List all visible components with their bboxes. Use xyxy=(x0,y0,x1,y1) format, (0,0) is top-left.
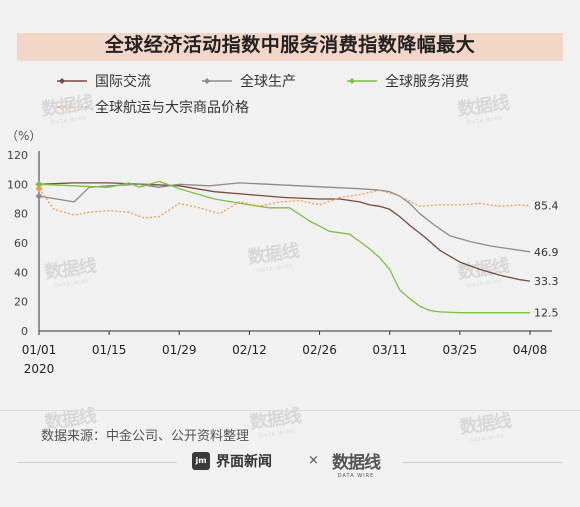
legend-item-production: 全球生产 xyxy=(200,71,296,91)
chart-title: 全球经济活动指数中服务消费指数降幅最大 xyxy=(104,34,476,56)
separator xyxy=(0,410,580,411)
legend: 国际交流 全球生产 全球服务消费 全球航运与大宗商品价格 xyxy=(0,68,580,118)
legend-label-shipping: 全球航运与大宗商品价格 xyxy=(95,100,249,116)
x-tick-label: 02/12 xyxy=(232,343,267,357)
y-tick-label: 20 xyxy=(14,296,28,309)
x-tick-label: 02/26 xyxy=(302,343,337,357)
brand-label: 界面新闻 xyxy=(216,454,272,470)
legend-item-international: 国际交流 xyxy=(55,71,151,91)
x-tick-label: 01/01 xyxy=(22,343,57,357)
legend-swatch-production xyxy=(202,78,232,84)
footer-line-right xyxy=(402,462,562,463)
y-tick-label: 0 xyxy=(21,325,28,338)
series-line-2 xyxy=(38,180,530,314)
legend-label-services: 全球服务消费 xyxy=(385,74,469,90)
legend-swatch-international xyxy=(57,78,87,84)
x-tick-label: 03/11 xyxy=(372,343,407,357)
legend-label-international: 国际交流 xyxy=(95,74,151,90)
title-band xyxy=(17,33,563,61)
jiemian-logo-icon: jm xyxy=(192,452,210,470)
series-end-label-2: 12.5 xyxy=(534,307,559,320)
series-line-1 xyxy=(38,182,531,253)
series-end-label-3: 85.4 xyxy=(534,200,559,213)
legend-label-production: 全球生产 xyxy=(240,74,296,90)
data-source: 数据来源：中金公司、公开资料整理 xyxy=(41,429,250,444)
y-tick-label: 80 xyxy=(14,208,28,221)
series-end-label-0: 33.3 xyxy=(534,275,559,288)
series-marker-1 xyxy=(35,192,43,200)
y-tick-label: 60 xyxy=(14,237,28,250)
legend-item-services: 全球服务消费 xyxy=(345,71,469,91)
x-tick-label: 01/15 xyxy=(92,343,127,357)
footer-line-left xyxy=(17,462,177,463)
x-tick-label: 04/08 xyxy=(513,343,548,357)
x-year-label: 2020 xyxy=(24,362,55,376)
brand-jiemian: jm 界面新闻 xyxy=(192,451,272,471)
series-end-label-1: 46.9 xyxy=(534,246,559,259)
legend-swatch-shipping xyxy=(57,104,87,110)
brand-datawire: 数据线 DATA WIRE xyxy=(332,453,381,479)
y-tick-label: 40 xyxy=(14,266,28,279)
series-line-3 xyxy=(38,188,531,219)
legend-item-shipping: 全球航运与大宗商品价格 xyxy=(55,97,249,117)
line-chart: （%） 0 20 40 60 80 100 120 01/01 01/15 01/29 02/12 0… xyxy=(6,129,559,376)
series-line-0 xyxy=(38,182,531,282)
y-tick-label: 120 xyxy=(7,149,28,162)
footer: jm 界面新闻 × 数据线 DATA WIRE xyxy=(0,448,580,479)
chart-end-labels: 33.3 46.9 12.5 85.4 xyxy=(534,200,559,320)
legend-swatch-services xyxy=(347,78,377,84)
brand-separator: × xyxy=(308,453,319,468)
chart-series xyxy=(35,180,531,314)
x-tick-label: 03/25 xyxy=(443,343,478,357)
series-marker-3 xyxy=(35,185,43,193)
series-marker-2 xyxy=(35,180,43,188)
y-unit-label: （%） xyxy=(6,129,41,143)
x-tick-label: 01/29 xyxy=(162,343,197,357)
watermark-bottom-right: 数据线 DATA WIRE xyxy=(458,410,513,445)
y-tick-label: 100 xyxy=(7,178,28,191)
